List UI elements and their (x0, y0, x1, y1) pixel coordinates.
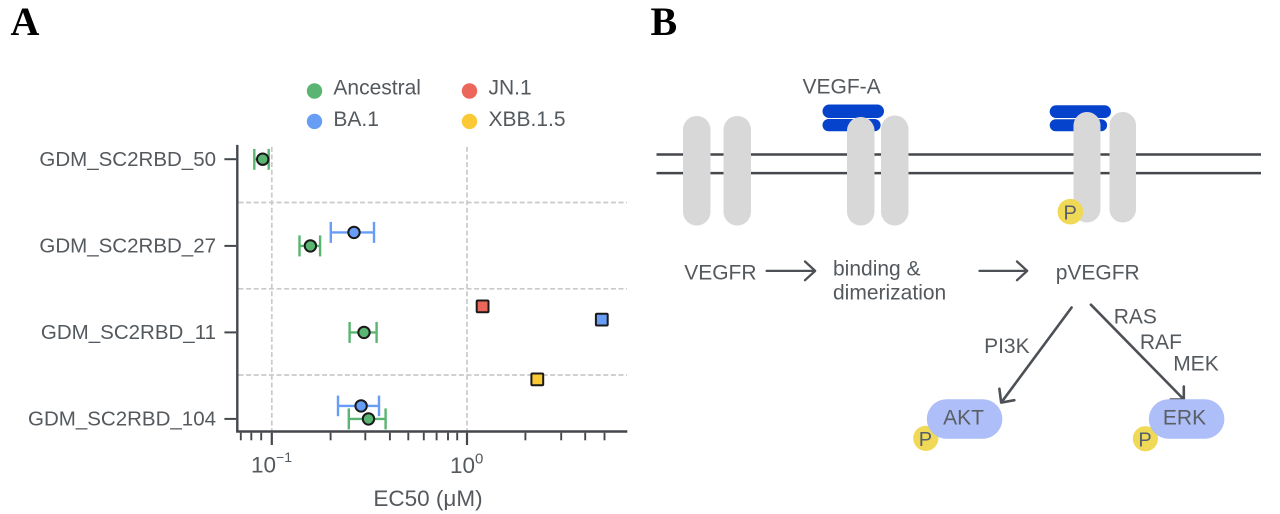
svg-text:P: P (919, 429, 932, 451)
svg-text:P: P (1064, 203, 1077, 225)
svg-text:GDM_SC2RBD_104: GDM_SC2RBD_104 (28, 408, 216, 431)
svg-text:dimerization: dimerization (833, 282, 946, 305)
svg-text:P: P (1138, 430, 1151, 452)
svg-text:JN.1: JN.1 (489, 77, 532, 100)
svg-text:PI3K: PI3K (984, 335, 1030, 358)
svg-text:VEGFR: VEGFR (684, 261, 756, 284)
svg-text:EC50 (μM): EC50 (μM) (373, 486, 482, 511)
svg-text:Ancestral: Ancestral (333, 77, 421, 100)
svg-text:A: A (11, 0, 40, 44)
svg-text:XBB.1.5: XBB.1.5 (489, 108, 566, 131)
svg-text:BA.1: BA.1 (333, 108, 379, 131)
svg-text:B: B (651, 0, 678, 44)
svg-text:GDM_SC2RBD_11: GDM_SC2RBD_11 (41, 321, 216, 344)
svg-text:AKT: AKT (943, 407, 984, 430)
svg-text:RAS: RAS (1114, 305, 1157, 328)
svg-text:pVEGFR: pVEGFR (1056, 261, 1140, 284)
svg-text:ERK: ERK (1163, 407, 1206, 430)
svg-text:binding &: binding & (833, 258, 921, 281)
svg-text:VEGF-A: VEGF-A (803, 75, 881, 98)
svg-text:RAF: RAF (1140, 331, 1182, 354)
svg-text:GDM_SC2RBD_27: GDM_SC2RBD_27 (39, 235, 216, 258)
svg-text:MEK: MEK (1173, 353, 1219, 376)
svg-text:GDM_SC2RBD_50: GDM_SC2RBD_50 (39, 148, 216, 171)
